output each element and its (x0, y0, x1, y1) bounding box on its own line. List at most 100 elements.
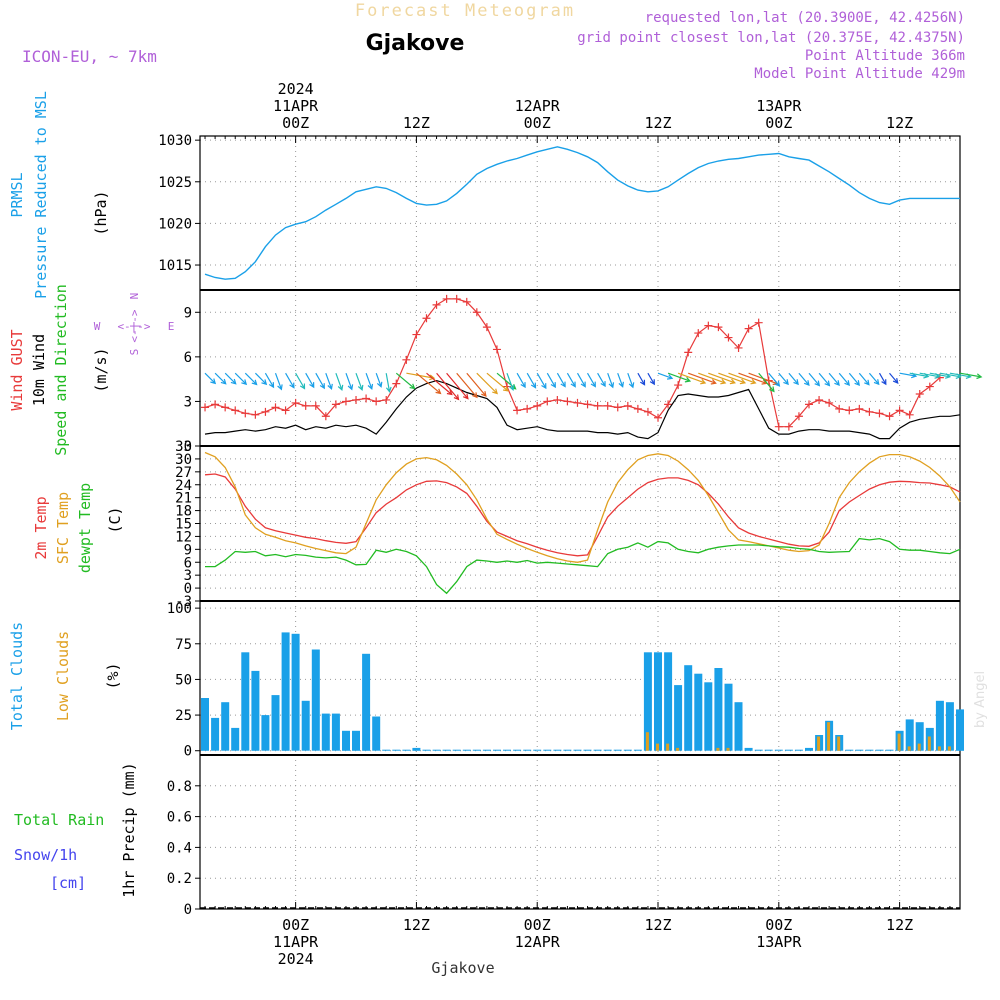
gust-marker (734, 343, 743, 352)
total-cloud-bar (432, 749, 441, 751)
panel-pressure: 1015 1020 1025 1030 (158, 133, 960, 290)
y-tick-label: 0 (184, 439, 192, 455)
y-tick-label: 30 (175, 452, 192, 468)
y-tick-label: 24 (175, 478, 192, 494)
wind-direction-arrow (959, 372, 983, 380)
total-cloud-bar (855, 749, 864, 751)
model-point-altitude: Model Point Altitude 429m (754, 66, 965, 82)
gust-marker (774, 422, 783, 431)
location-title: Gjakove (366, 31, 465, 56)
gust-marker (593, 401, 602, 410)
wind-direction-arrow (285, 372, 295, 389)
wind-label: Wind GUST (8, 329, 26, 410)
y-tick-label: 3 (184, 568, 192, 584)
gust-marker (352, 395, 361, 404)
wind-direction-arrow (274, 372, 283, 391)
total-cloud-bar (543, 749, 552, 751)
wind-label: 10m Wind (30, 334, 48, 406)
temp-label: SFC Temp (54, 492, 72, 564)
time-label-bottom: 11APR (273, 933, 319, 951)
temp-unit-label: (C) (106, 506, 124, 533)
wind-direction-arrow (486, 372, 509, 392)
wind-direction-arrow (335, 372, 344, 391)
total-cloud-bar (362, 653, 371, 751)
total-cloud-bar (291, 633, 300, 751)
low-cloud-bar (947, 746, 951, 751)
total-cloud-bar (865, 749, 874, 751)
gust-marker (643, 407, 652, 416)
y-tick-label: 1025 (158, 175, 192, 191)
gust-marker (492, 345, 501, 354)
gust-marker (432, 300, 441, 309)
panel-clouds: 0 25 50 75 100 (167, 601, 960, 760)
total-cloud-bar (623, 749, 632, 751)
total-cloud-bar (754, 749, 763, 751)
gust-marker (271, 403, 280, 412)
wind-direction-arrow (556, 372, 566, 388)
y-tick-label: 100 (167, 601, 192, 617)
y-tick-label: 50 (175, 672, 192, 688)
clouds-unit-label: (%) (104, 662, 122, 689)
gust-marker (865, 407, 874, 416)
gust-marker (301, 401, 310, 410)
time-label-top: 00Z (282, 114, 309, 132)
y-tick-label: 1020 (158, 216, 192, 232)
y-tick-label: 9 (184, 305, 192, 321)
total-cloud-bar (221, 702, 230, 751)
time-label-top: 12Z (644, 114, 671, 132)
total-cloud-bar (472, 749, 481, 751)
y-tick-label: 1030 (158, 133, 192, 149)
gust-marker (251, 410, 260, 419)
total-cloud-bar (452, 749, 461, 751)
y-tick-label: 9 (184, 542, 192, 558)
y-tick-label: 0.2 (167, 871, 192, 887)
gust-marker (885, 412, 894, 421)
pressure-label: Pressure Reduced to MSL (32, 91, 50, 299)
total-cloud-bar (684, 665, 693, 751)
gust-marker (372, 397, 381, 406)
wind-direction-arrow (698, 372, 727, 385)
series-line-2m-temp (204, 473, 961, 557)
time-label-bottom: 00Z (524, 916, 551, 934)
gust-marker (513, 406, 522, 415)
compass-s: S (128, 349, 141, 356)
y-tick-label: 0.8 (167, 779, 192, 795)
total-cloud-bar (503, 749, 511, 751)
temp-label: 2m Temp (32, 496, 50, 559)
wind-direction-arrow (546, 372, 556, 389)
gust-marker (815, 395, 824, 404)
wind-direction-arrow (355, 372, 364, 391)
wind-direction-arrow (325, 372, 333, 390)
clouds-label: Total Clouds (8, 622, 26, 730)
total-cloud-bar (704, 682, 713, 751)
wind-direction-arrow (637, 372, 646, 386)
gust-marker (472, 308, 481, 317)
low-cloud-bar (827, 722, 831, 751)
gust-marker (875, 409, 884, 418)
low-cloud-bar (937, 746, 941, 751)
gust-marker (543, 397, 552, 406)
low-cloud-bar (726, 747, 730, 751)
gust-marker (331, 400, 340, 409)
total-cloud-bar (935, 700, 944, 751)
gust-marker (231, 406, 240, 415)
total-cloud-bar (392, 749, 401, 751)
forecast-title: Forecast Meteogram (355, 1, 575, 21)
series-line-sfc-temp (204, 451, 961, 563)
wind-direction-arrow (295, 372, 306, 390)
wind-direction-arrow (708, 372, 736, 385)
temp-label: dewpt Temp (76, 483, 94, 573)
gust-marker (694, 329, 703, 338)
gust-marker (684, 348, 693, 357)
clouds-label: Low Clouds (54, 631, 72, 721)
total-cloud-bar (372, 716, 381, 751)
wind-direction-arrow (838, 372, 851, 387)
total-cloud-bar (321, 713, 330, 751)
total-cloud-bar (654, 652, 662, 751)
time-label-top: 11APR (273, 97, 319, 115)
wind-direction-arrow (385, 373, 392, 393)
wind-direction-arrow (234, 372, 248, 386)
requested-lonlat: requested lon,lat (20.3900E, 42.4256N) (645, 10, 965, 26)
gust-marker (201, 403, 210, 412)
wind-direction-arrow (586, 372, 596, 388)
